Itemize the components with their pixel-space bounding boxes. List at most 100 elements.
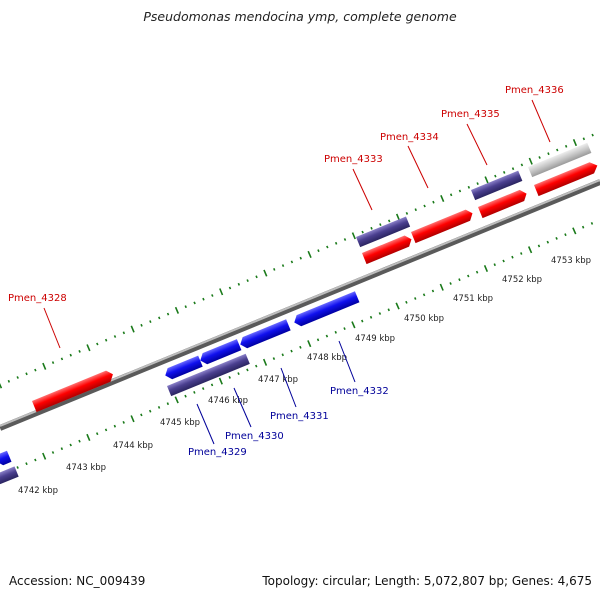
reverse-scale-tick [174, 396, 179, 404]
gene-arrow-pmen-4334[interactable] [411, 208, 475, 244]
forward-scale-tick [255, 275, 258, 279]
reverse-scale-tick [387, 308, 390, 312]
reverse-scale-tick [369, 315, 373, 319]
reverse-scale-tick [351, 321, 356, 329]
forward-scale-tick [211, 294, 214, 297]
reverse-scale-tick [422, 293, 426, 297]
forward-scale-tick [299, 256, 302, 260]
scale-label-4747-kbp: 4747 kbp [258, 375, 298, 385]
forward-scale-tick [547, 152, 550, 156]
scale-label-4745-kbp: 4745 kbp [160, 418, 200, 428]
forward-scale-tick [263, 269, 268, 277]
forward-scale-tick [307, 250, 312, 259]
reverse-scale-tick [555, 236, 558, 240]
forward-scale-tick [149, 320, 152, 324]
scale-label-4746-kbp: 4746 kbp [208, 396, 248, 406]
reverse-scale-tick [60, 447, 64, 451]
forward-scale-tick [317, 249, 320, 253]
reverse-scale-tick [378, 312, 382, 315]
reverse-scale-tick [299, 345, 302, 349]
forward-scale-tick [7, 379, 11, 383]
accession-text: Accession: NC_009439 [9, 574, 146, 588]
forward-scale-tick [193, 301, 196, 305]
label-leader-lines [43, 99, 551, 445]
forward-scale-tick [414, 208, 417, 212]
reverse-scale-tick [316, 338, 320, 342]
reverse-scale-tick [148, 409, 152, 413]
gene-arrow-pmen-4336[interactable] [534, 160, 600, 197]
forward-scale-tick [440, 194, 445, 203]
forward-scale-tick [237, 282, 241, 286]
gene-label-pmen-4332[interactable]: Pmen_4332 [330, 386, 389, 397]
forward-scale-tick [86, 344, 91, 352]
gene-arrow-pmen-4328[interactable] [32, 369, 115, 413]
reverse-scale-tick [95, 432, 99, 436]
forward-scale-tick [432, 200, 435, 204]
gene-label-pmen-4328[interactable]: Pmen_4328 [8, 293, 67, 304]
forward-gene-arrows[interactable] [32, 160, 600, 413]
reverse-scale-tick [16, 466, 19, 469]
reverse-scale-tick [493, 263, 496, 267]
gene-label-pmen-4336[interactable]: Pmen_4336 [505, 85, 564, 96]
forward-scale-tick [273, 267, 276, 271]
reverse-scale-tick [130, 415, 135, 423]
reverse-scale-tick [69, 443, 72, 447]
forward-scale-tick [246, 279, 249, 283]
forward-scale-tick [351, 232, 356, 240]
reverse-gene-arrows[interactable] [0, 291, 360, 467]
gene-label-pmen-4333[interactable]: Pmen_4333 [324, 154, 383, 165]
scale-labels: 4742 kbp 4743 kbp 4744 kbp 4745 kbp 4746 kbp… [18, 256, 591, 496]
gene-label-pmen-4331[interactable]: Pmen_4331 [270, 411, 329, 422]
reverse-scale-tick [272, 357, 276, 361]
forward-scale-tick [494, 174, 497, 178]
reverse-scale-tick [113, 424, 117, 428]
reverse-gene-labels: Pmen_4329 Pmen_4330 Pmen_4331 Pmen_4332 [188, 386, 389, 458]
reverse-scale-tick [42, 452, 47, 460]
reverse-scale-tick [572, 227, 577, 235]
reverse-scale-tick [564, 233, 567, 237]
gene-arrow-pmen-4333[interactable] [362, 234, 414, 265]
gene-arrow-pmen-4335[interactable] [478, 188, 529, 219]
gene-label-pmen-4335[interactable]: Pmen_4335 [441, 109, 500, 120]
gene-arrow-pmen-4331[interactable] [238, 319, 291, 350]
reverse-scale-tick [537, 244, 541, 248]
gene-arrow-left-edge[interactable] [0, 450, 12, 467]
reverse-scale-tick [122, 420, 125, 424]
reverse-scale-tick [255, 364, 258, 368]
reverse-scale-tick [439, 283, 444, 291]
forward-scale-tick [591, 133, 594, 137]
reverse-scale-tick [483, 264, 489, 273]
gene-label-pmen-4329[interactable]: Pmen_4329 [188, 447, 247, 458]
forward-scale-tick [16, 376, 19, 379]
forward-scale-tick [0, 383, 3, 389]
reverse-scale-tick [458, 278, 461, 282]
reverse-scale-tick [237, 372, 240, 376]
reverse-scale-tick [467, 274, 470, 278]
reverse-scale-tick [262, 358, 268, 366]
scale-label-4749-kbp: 4749 kbp [355, 334, 395, 344]
forward-scale-tick [42, 362, 47, 370]
forward-scale-tick [174, 306, 180, 314]
gene-label-pmen-4330[interactable]: Pmen_4330 [225, 431, 284, 442]
forward-scale-tick [502, 170, 506, 174]
reverse-scale-tick [527, 246, 533, 254]
reverse-scale-tick [86, 433, 91, 442]
gene-label-pmen-4334[interactable]: Pmen_4334 [380, 132, 439, 143]
reverse-scale-tick [166, 402, 170, 406]
forward-scale-tick [564, 144, 568, 148]
scale-label-4753-kbp: 4753 kbp [551, 256, 591, 266]
gene-arrow-pmen-4332[interactable] [292, 291, 360, 328]
reverse-scale-tick [334, 330, 337, 334]
forward-scale-tick [423, 204, 426, 208]
gene-arrow-pmen-4330[interactable] [198, 339, 242, 366]
forward-scale-tick [387, 219, 391, 223]
forward-scale-tick [582, 137, 586, 141]
reverse-scale-tick [25, 462, 28, 466]
pseudogene-bar-pmen-4336 [528, 142, 592, 178]
forward-scale-tick [458, 189, 462, 193]
reverse-scale-tick [449, 282, 452, 285]
forward-scale-tick [78, 349, 81, 353]
gene-arrow-pmen-4329[interactable] [163, 355, 203, 382]
operon-bar-pmen-4333 [356, 216, 411, 248]
